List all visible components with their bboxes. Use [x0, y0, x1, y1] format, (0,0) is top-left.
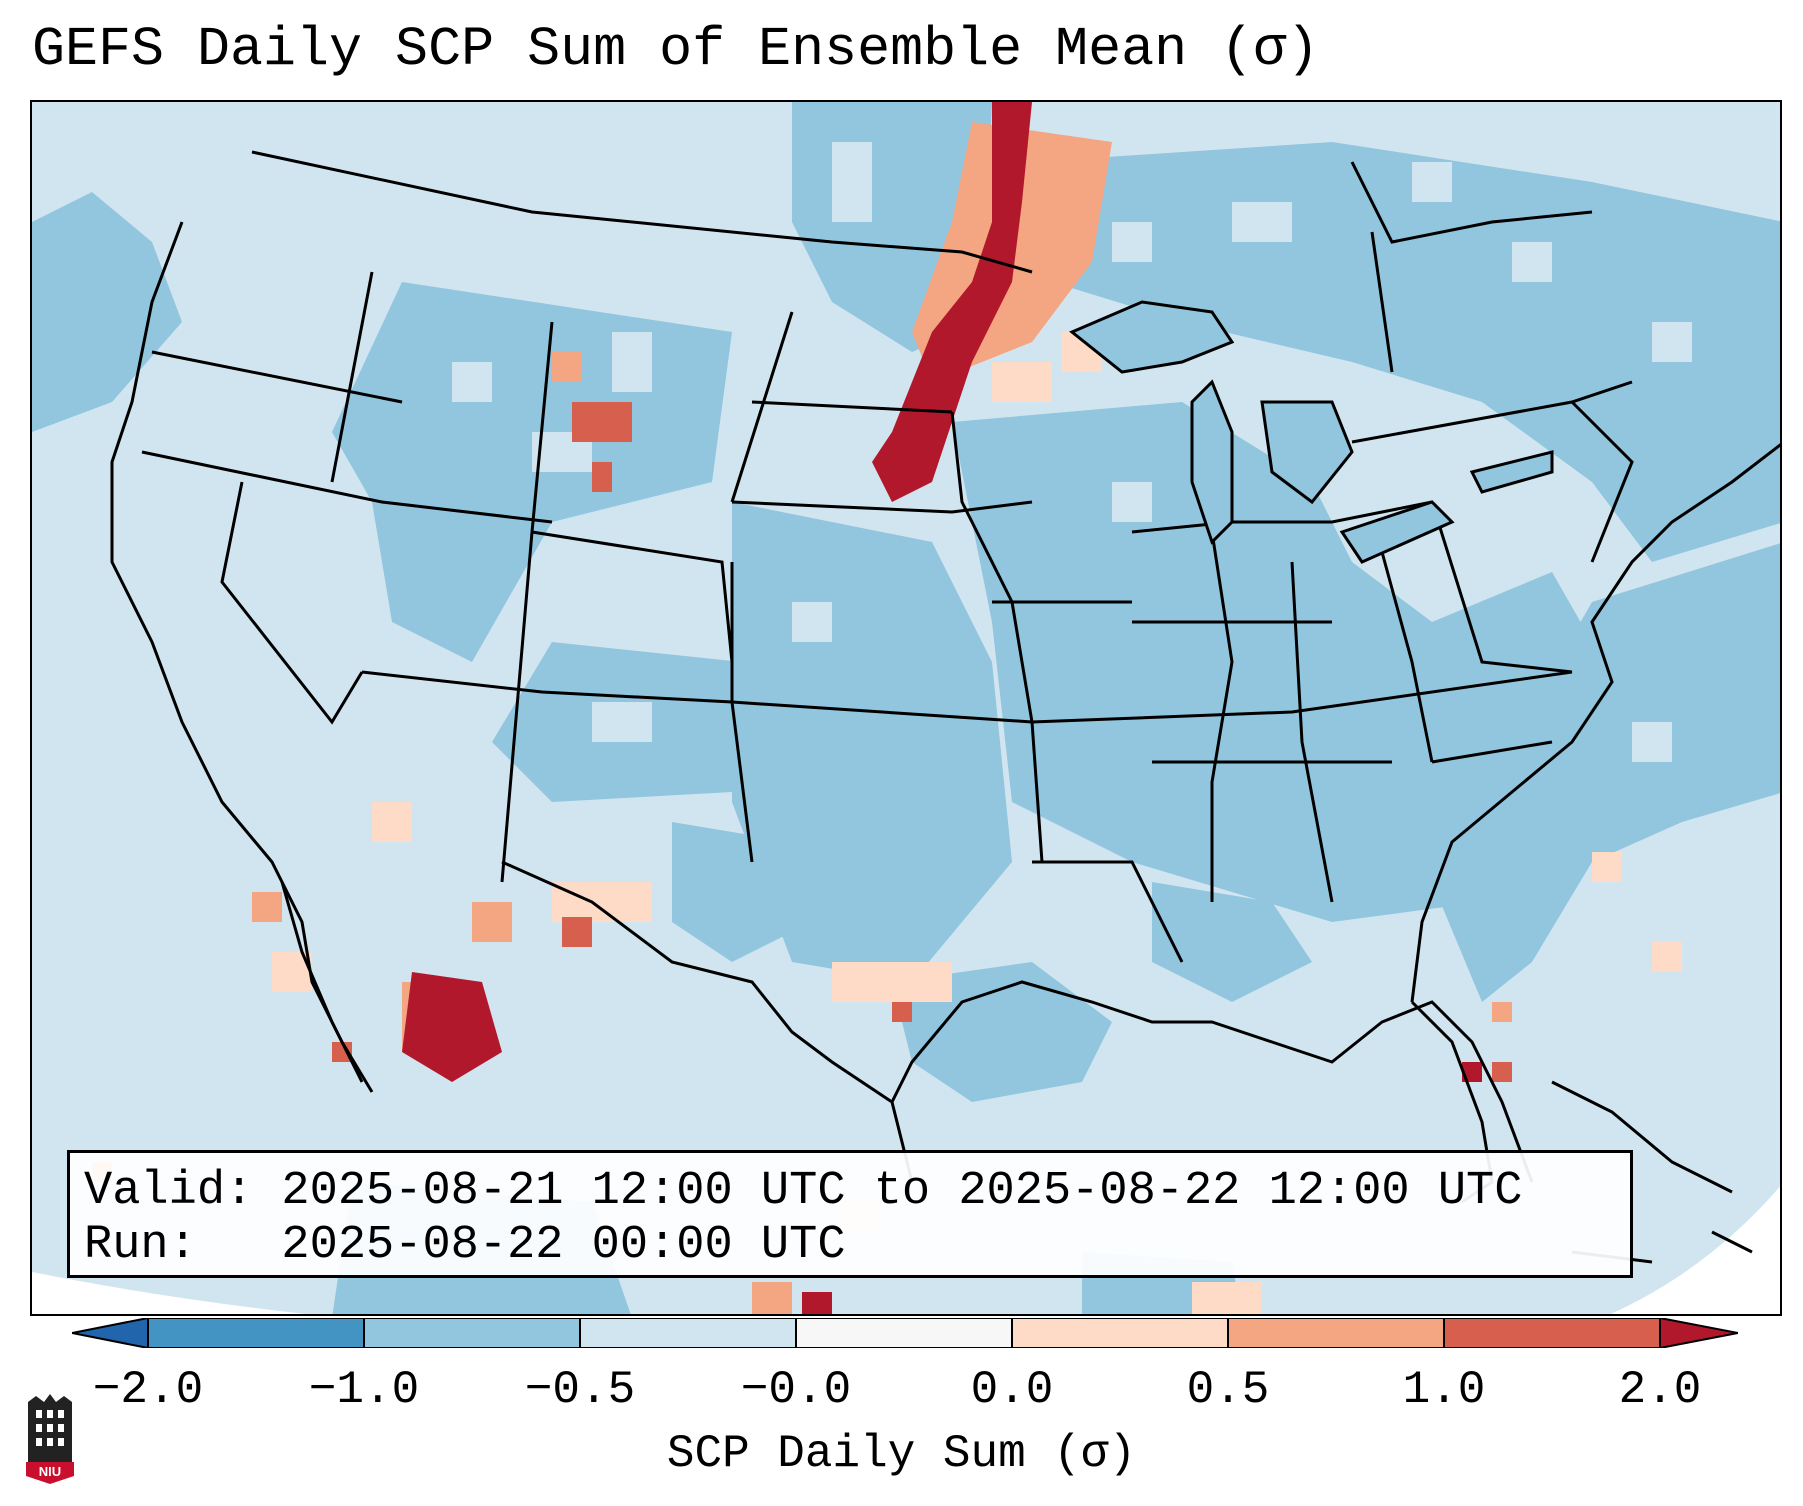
colorbar-tick-label: 2.0 — [1618, 1364, 1702, 1416]
lake-michigan — [1190, 379, 1234, 545]
east-coastline — [1410, 443, 1780, 1003]
colorbar-tick-label: −0.0 — [740, 1364, 852, 1416]
colorbar-label: SCP Daily Sum (σ) — [666, 1428, 1137, 1480]
field-weak-negative-patches — [452, 142, 1692, 762]
lake-superior — [1069, 300, 1235, 374]
colorbar — [72, 1318, 1738, 1348]
gulf-coastline — [890, 980, 1534, 1183]
colorbar-bin — [580, 1318, 796, 1348]
logo-text: NIU — [39, 1464, 61, 1479]
colorbar-bin — [1012, 1318, 1228, 1348]
niu-logo-icon: NIU — [26, 1394, 74, 1484]
colorbar-bin — [1444, 1318, 1660, 1348]
map-panel — [30, 100, 1782, 1316]
colorbar-bin — [1228, 1318, 1444, 1348]
great-lakes — [1069, 300, 1554, 564]
colorbar-bin — [148, 1318, 364, 1348]
colorbar-tick-label: 1.0 — [1402, 1364, 1486, 1416]
colorbar-tick-label: 0.0 — [970, 1364, 1054, 1416]
lake-huron — [1260, 400, 1354, 505]
colorbar-bin — [796, 1318, 1012, 1348]
colorbar-bin — [364, 1318, 580, 1348]
colorbar-extend-high — [1660, 1318, 1738, 1348]
colorbar-tick-label: −2.0 — [92, 1364, 204, 1416]
colorbar-tick-label: 0.5 — [1186, 1364, 1270, 1416]
colorbar-tick-label: −0.5 — [524, 1364, 636, 1416]
west-coastline — [110, 221, 374, 1093]
valid-time-text: Valid: 2025-08-21 12:00 UTC to 2025-08-2… — [84, 1165, 1523, 1218]
field-extreme-positive — [402, 102, 1482, 1314]
map-title: GEFS Daily SCP Sum of Ensemble Mean (σ) — [32, 18, 1320, 81]
mexico-border — [501, 860, 914, 1183]
us-canada-border — [251, 150, 1033, 274]
lake-erie — [1339, 500, 1455, 564]
map-canvas — [32, 102, 1780, 1314]
run-time-text: Run: 2025-08-22 00:00 UTC — [84, 1219, 846, 1272]
colorbar-extend-low — [72, 1318, 148, 1348]
colorbar-tick-label: −1.0 — [308, 1364, 420, 1416]
field-strong-positive — [332, 402, 1512, 1082]
lake-ontario — [1469, 450, 1554, 494]
boundaries — [110, 150, 1780, 1204]
validity-info-box: Valid: 2025-08-21 12:00 UTC to 2025-08-2… — [67, 1150, 1633, 1278]
